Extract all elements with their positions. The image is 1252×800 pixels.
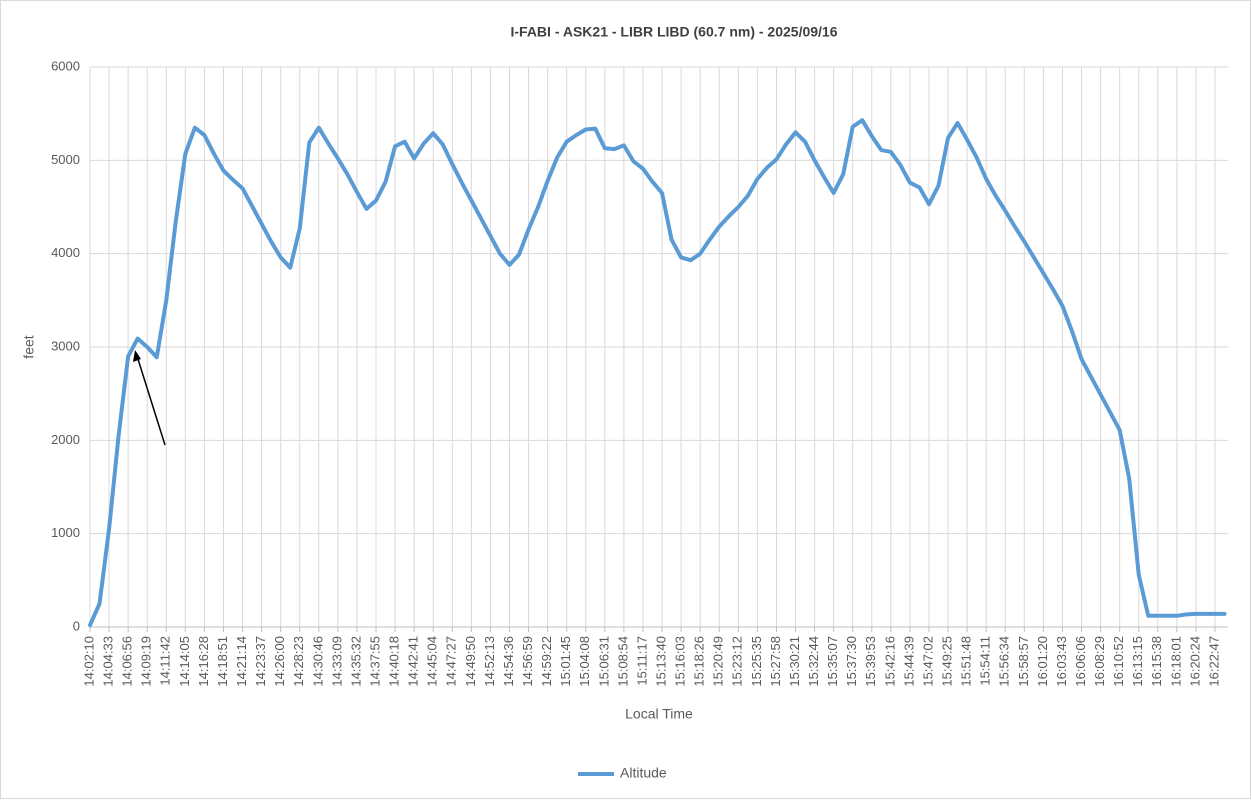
x-tick-label: 15:23:12 [730,636,745,687]
x-tick-label: 15:27:58 [768,636,783,687]
x-tick-label: 14:54:36 [501,636,516,687]
x-tick-label: 15:30:21 [787,636,802,687]
x-tick-label: 14:09:19 [139,636,154,687]
y-axis-label: feet [21,335,37,358]
x-tick-label: 15:56:34 [997,636,1012,687]
x-tick-label: 16:06:06 [1073,636,1088,687]
y-tick-label: 5000 [51,152,80,167]
x-tick-label: 15:04:08 [577,636,592,687]
x-tick-label: 14:26:00 [272,636,287,687]
y-tick-label: 3000 [51,338,80,353]
y-tick-label: 0 [73,618,80,633]
x-tick-label: 15:16:03 [673,636,688,687]
x-tick-label: 14:33:09 [329,636,344,687]
x-tick-label: 16:10:52 [1111,636,1126,687]
plot [88,118,1227,628]
x-tick-label: 14:42:41 [406,636,421,687]
x-tick-label: 14:37:55 [367,636,382,687]
x-tick-label: 16:22:47 [1206,636,1221,687]
x-tick-label: 15:35:07 [825,636,840,687]
x-tick-label: 14:04:33 [101,636,116,687]
x-tick-label: 14:18:51 [215,636,230,687]
x-tick-label: 15:06:31 [596,636,611,687]
x-tick-label: 15:32:44 [806,636,821,687]
x-tick-label: 16:03:43 [1054,636,1069,687]
legend-label: Altitude [620,765,667,781]
x-tick-label: 16:08:29 [1092,636,1107,687]
x-tick-label: 15:08:54 [615,636,630,687]
x-tick-label: 14:11:42 [158,636,173,686]
x-tick-label: 15:51:48 [959,636,974,687]
x-tick-label: 14:59:22 [539,636,554,687]
x-tick-label: 14:56:59 [520,636,535,687]
x-tick-label: 14:40:18 [387,636,402,687]
x-tick-label: 14:21:14 [234,636,249,687]
x-tick-label: 15:11:17 [634,636,649,686]
x-tick-label: 14:52:13 [482,636,497,687]
x-tick-label: 14:06:56 [120,636,135,687]
x-tick-label: 14:14:05 [177,636,192,687]
x-tick-label: 16:01:20 [1035,636,1050,687]
y-tick-label: 1000 [51,525,80,540]
x-tick-label: 15:01:45 [558,636,573,687]
grid: 0 1000 2000 3000 4000 5000 6000 14:02:10 14:04:3… [51,58,1228,687]
x-tick-label: 15:44:39 [901,636,916,687]
x-tick-label: 15:39:53 [863,636,878,687]
x-tick-label: 16:15:38 [1149,636,1164,687]
x-axis-label: Local Time [625,706,693,722]
legend: Altitude [578,765,667,781]
x-tick-label: 14:28:23 [291,636,306,687]
x-tick-label: 14:16:28 [196,636,211,687]
annotation-arrow [136,355,166,446]
x-tick-label: 16:13:15 [1130,636,1145,687]
y-tick-label: 4000 [51,245,80,260]
x-tick-label: 16:20:24 [1187,636,1202,687]
x-tick-label: 14:02:10 [81,636,96,687]
x-tick-label: 14:49:50 [463,636,478,687]
x-tick-label: 15:37:30 [844,636,859,687]
y-tick-label: 2000 [51,432,80,447]
x-tick-label: 14:47:27 [444,636,459,687]
x-tick-label: 15:25:35 [749,636,764,687]
annotation-arrowhead [133,350,141,362]
x-tick-label: 15:54:11 [978,636,993,686]
x-tick-label: 15:49:25 [939,636,954,687]
x-tick-label: 14:30:46 [310,636,325,687]
x-tick-label: 16:18:01 [1168,636,1183,687]
series-line [88,118,1227,628]
x-tick-label: 15:42:16 [882,636,897,687]
x-tick-label: 14:45:04 [425,636,440,687]
x-tick-label: 15:20:49 [711,636,726,687]
x-tick-label: 15:58:57 [1016,636,1031,687]
x-tick-label: 14:23:37 [253,636,268,687]
chart-title: I-FABI - ASK21 - LIBR LIBD (60.7 nm) - 2… [510,24,837,40]
x-tick-label: 14:35:32 [348,636,363,687]
x-tick-label: 15:13:40 [653,636,668,687]
y-tick-label: 6000 [51,58,80,73]
x-tick-label: 15:18:26 [692,636,707,687]
x-tick-label: 15:47:02 [920,636,935,687]
